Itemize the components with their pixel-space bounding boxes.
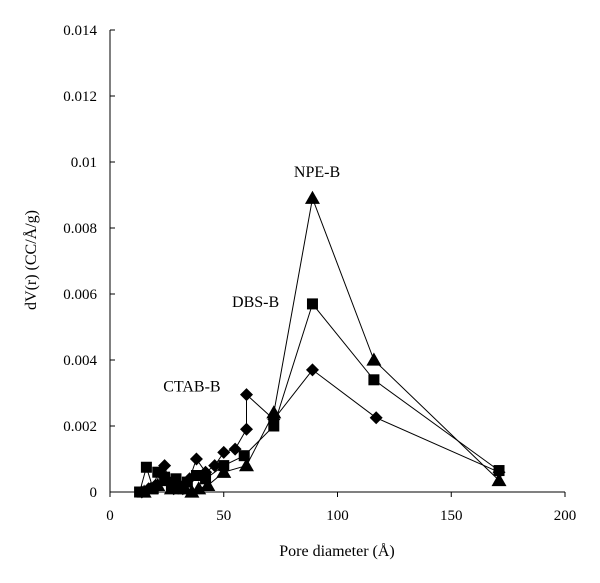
dbs-b-point [306, 298, 318, 310]
npe-b-point [191, 481, 207, 495]
y-tick-label: 0.014 [63, 23, 97, 39]
annotations-layer: NPE-B DBS-B CTAB-B [163, 164, 340, 396]
x-tick-label: 150 [440, 508, 463, 524]
y-tick-label: 0.006 [63, 287, 97, 303]
npe-b-point [366, 352, 382, 366]
npe-b-point [491, 472, 507, 487]
series-annotation: CTAB-B [163, 378, 220, 395]
series-line-dbs-b [139, 302, 500, 493]
npe-b-point [266, 405, 282, 419]
dbs-b-point [238, 450, 250, 462]
npe-b-point [136, 484, 152, 498]
dbs-b-point [368, 374, 380, 386]
ctab-b-point [208, 459, 222, 473]
y-tick-label: 0.004 [63, 353, 97, 369]
dbs-b-point [200, 473, 212, 485]
npe-b-point [150, 477, 166, 492]
x-tick-label: 100 [326, 508, 349, 524]
y-tick-label: 0 [90, 485, 98, 501]
axes: 0 0.002 0.004 0.006 0.008 0.01 0.012 0.014 0 50 10… [63, 23, 576, 524]
ctab-b-point [369, 411, 383, 425]
x-tick-label: 0 [106, 508, 114, 524]
x-axis-label: Pore diameter (Å) [279, 542, 395, 560]
x-tick-label: 200 [554, 508, 577, 524]
npe-b-point [239, 458, 254, 472]
dbs-b-point [134, 486, 146, 498]
ctab-b-point [217, 445, 231, 459]
dbs-b-point [268, 420, 280, 432]
y-tick-label: 0.012 [63, 89, 97, 105]
x-tick-label: 50 [216, 508, 231, 524]
y-axis-label: dV(r) (CC/Å/g) [22, 210, 40, 310]
dbs-b-point [190, 470, 202, 481]
dbs-b-point [181, 476, 193, 488]
dbs-b-point [493, 465, 505, 477]
ctab-b-point [240, 388, 253, 402]
series-annotation: NPE-B [294, 164, 340, 181]
series-layer [134, 190, 507, 499]
y-tick-label: 0.01 [71, 155, 97, 171]
ctab-b-point [228, 442, 242, 456]
ctab-b-point [305, 363, 319, 377]
npe-b-point [163, 481, 179, 495]
ctab-b-point [189, 452, 203, 466]
npe-b-point [184, 484, 200, 498]
series-npe-b [136, 190, 507, 498]
ctab-b-point [240, 422, 253, 436]
npe-b-point [216, 464, 232, 478]
series-line-npe-b [143, 196, 500, 493]
series-dbs-b [134, 298, 505, 498]
npe-b-point [143, 481, 159, 495]
npe-b-point [304, 190, 320, 204]
y-tick-label: 0.002 [63, 419, 97, 435]
series-annotation: DBS-B [232, 294, 279, 311]
dbs-b-point [140, 461, 152, 473]
npe-b-point [170, 474, 186, 488]
npe-b-point [157, 472, 173, 487]
npe-b-point [200, 477, 216, 492]
dbs-b-point [152, 466, 164, 478]
y-tick-label: 0.008 [63, 221, 97, 237]
